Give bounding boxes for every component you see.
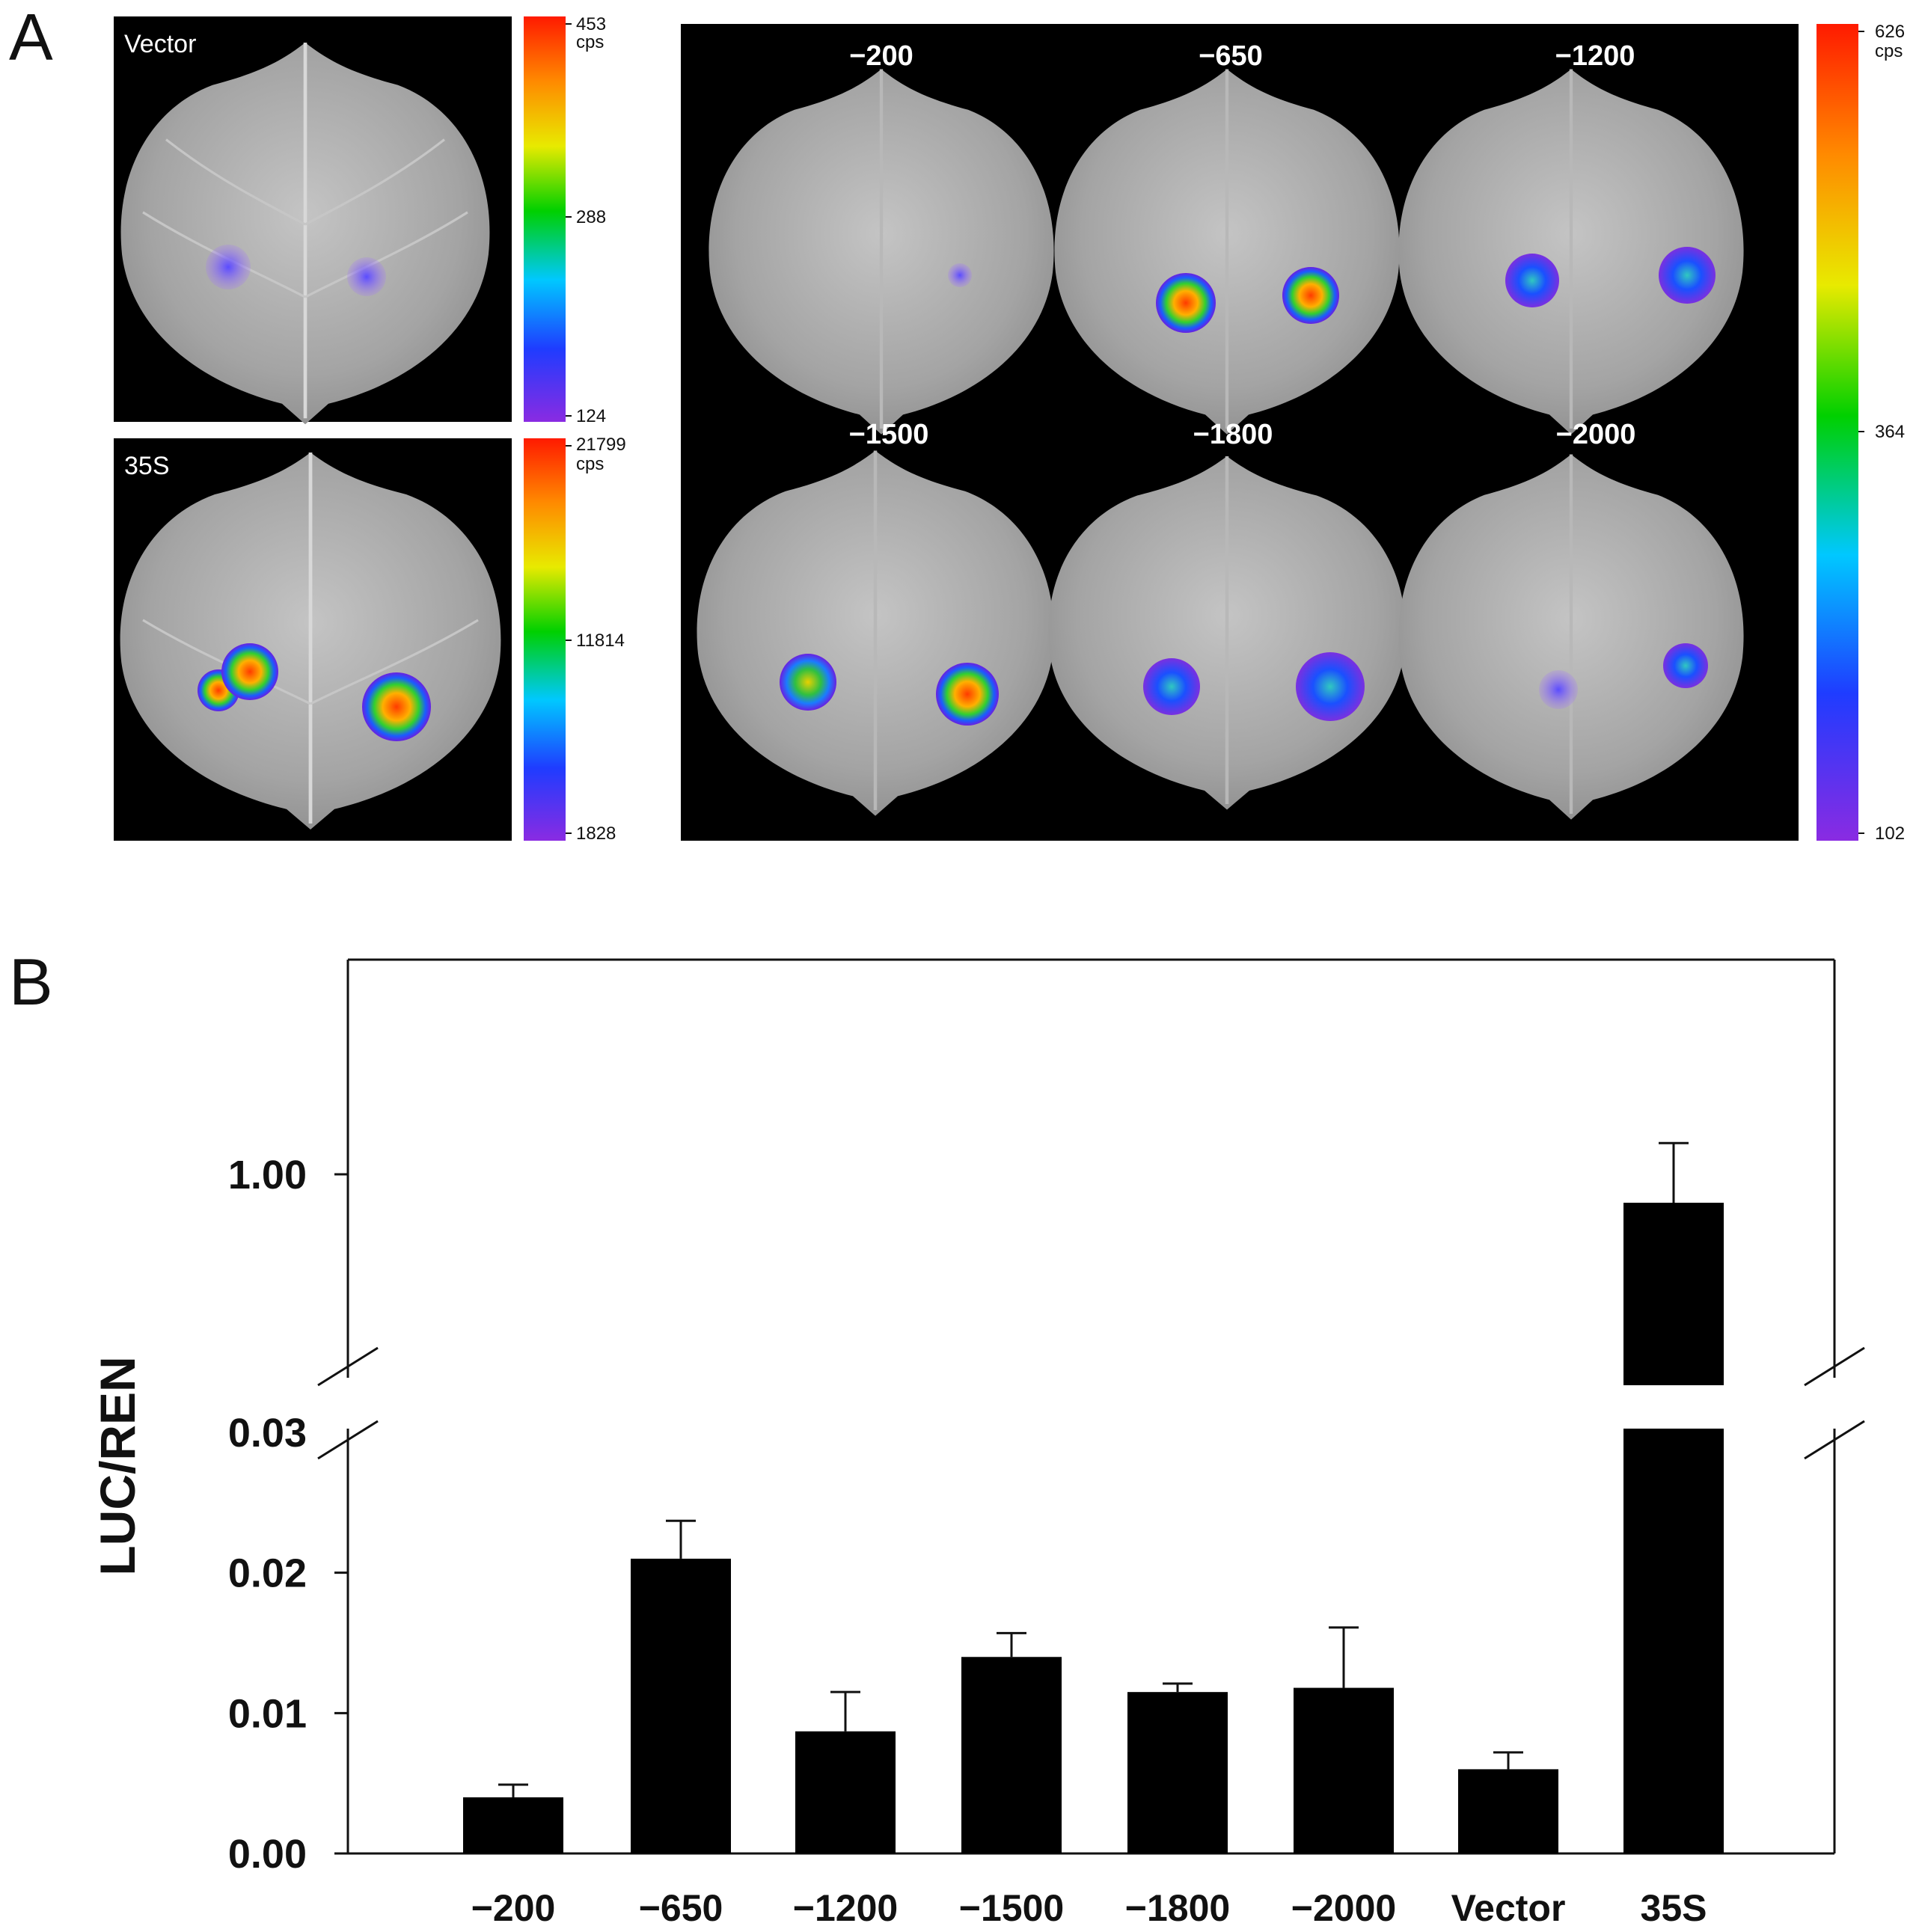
promoter-colorbar-min: 102 bbox=[1875, 824, 1905, 844]
s35-colorbar-unit: cps bbox=[576, 454, 604, 474]
vector-spot-left bbox=[206, 245, 251, 289]
bar bbox=[961, 1657, 1062, 1853]
spot-1200-left bbox=[1505, 254, 1559, 307]
bar bbox=[1294, 1687, 1394, 1853]
axis-break-mark-left-lower bbox=[317, 1420, 379, 1460]
spot-650-right bbox=[1282, 267, 1339, 324]
x-tick-label: −1500 bbox=[959, 1887, 1064, 1929]
panel-a-letter: A bbox=[9, 0, 53, 74]
s35-spot-left-large bbox=[221, 643, 278, 700]
luc-ren-bar-chart: LUC/REN 0.00 0.01 0.02 0.03 1.00 −200 −650 −120… bbox=[90, 958, 1865, 1929]
vector-colorbar: 453 cps 288 124 bbox=[524, 14, 606, 426]
spot-200 bbox=[948, 263, 972, 287]
vector-colorbar-max: 453 bbox=[576, 14, 606, 34]
spot-2000-right bbox=[1663, 643, 1708, 688]
promoter-colorbar-max: 626 bbox=[1875, 22, 1905, 42]
spot-2000-left bbox=[1539, 670, 1578, 709]
leaf-label-1800: −1800 bbox=[1193, 419, 1273, 450]
spot-1500-right bbox=[936, 663, 999, 726]
panel-b-letter: B bbox=[9, 945, 53, 1019]
s35-colorbar: 21799 cps 11814 1828 bbox=[524, 435, 626, 844]
leaf-label-1500: −1500 bbox=[849, 419, 929, 450]
promoter-image-panel: −200 −650 −1200 −1500 −1800 −2000 bbox=[681, 24, 1799, 841]
s35-colorbar-max: 21799 bbox=[576, 435, 626, 455]
s35-colorbar-min: 1828 bbox=[576, 824, 616, 844]
bar bbox=[795, 1731, 896, 1853]
spot-1500-left bbox=[780, 654, 836, 711]
x-tick-label: −2000 bbox=[1291, 1887, 1396, 1929]
bar-upper bbox=[1623, 1203, 1724, 1385]
x-tick-label: 35S bbox=[1641, 1887, 1707, 1929]
leaf-label-200: −200 bbox=[849, 40, 913, 72]
promoter-colorbar: 626 cps 364 102 bbox=[1817, 22, 1905, 844]
y-axis-label: LUC/REN bbox=[90, 1356, 145, 1575]
y-tick-label: 0.02 bbox=[228, 1551, 307, 1596]
x-tick-label: −1800 bbox=[1125, 1887, 1230, 1929]
spot-1800-right bbox=[1296, 652, 1365, 721]
x-tick-label: Vector bbox=[1451, 1887, 1566, 1929]
y-tick-label-upper: 1.00 bbox=[228, 1153, 307, 1197]
leaf-label-1200: −1200 bbox=[1555, 40, 1635, 72]
promoter-colorbar-mid: 364 bbox=[1875, 422, 1905, 442]
vector-image-panel: Vector bbox=[114, 16, 512, 425]
axis-break-mark-left-upper bbox=[317, 1346, 379, 1387]
x-tick-label: −1200 bbox=[793, 1887, 898, 1929]
promoter-colorbar-unit: cps bbox=[1875, 41, 1903, 61]
leaf-label-2000: −2000 bbox=[1556, 419, 1636, 450]
axis-break-mark-right-upper bbox=[1804, 1346, 1865, 1387]
x-tick-label: −650 bbox=[639, 1887, 723, 1929]
vector-colorbar-mid: 288 bbox=[576, 207, 606, 227]
bar-lower bbox=[1623, 1429, 1724, 1853]
s35-colorbar-mid: 11814 bbox=[576, 631, 625, 651]
s35-image-panel: 35S bbox=[114, 438, 512, 841]
bar bbox=[1127, 1692, 1228, 1853]
y-tick-label: 0.03 bbox=[228, 1411, 307, 1456]
spot-650-left bbox=[1156, 273, 1216, 333]
bar bbox=[463, 1797, 563, 1853]
y-tick-label: 0.00 bbox=[228, 1832, 307, 1877]
spot-1800-left bbox=[1143, 658, 1200, 715]
vector-panel-label: Vector bbox=[124, 30, 196, 58]
x-tick-label: −200 bbox=[471, 1887, 556, 1929]
spot-1200-right bbox=[1659, 247, 1716, 304]
vector-colorbar-unit: cps bbox=[576, 32, 604, 52]
bar bbox=[631, 1558, 731, 1853]
s35-panel-label: 35S bbox=[124, 452, 170, 480]
s35-spot-right bbox=[362, 672, 431, 741]
y-tick-label: 0.01 bbox=[228, 1691, 307, 1736]
vector-spot-right bbox=[347, 257, 386, 296]
vector-colorbar-min: 124 bbox=[576, 406, 606, 426]
leaf-label-650: −650 bbox=[1199, 40, 1263, 72]
bar bbox=[1458, 1769, 1558, 1853]
axis-break-mark-right-lower bbox=[1804, 1420, 1865, 1460]
